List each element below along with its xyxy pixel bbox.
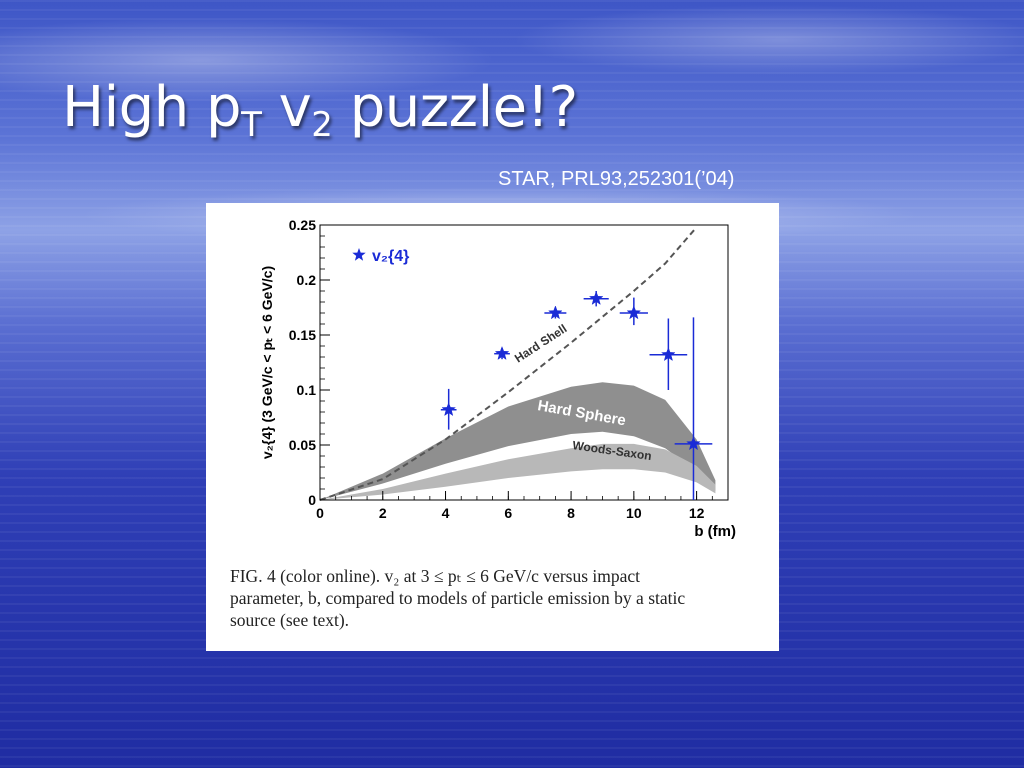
data-point-star — [494, 345, 510, 360]
x-tick-label: 0 — [316, 505, 324, 521]
legend-label: v₂{4} — [372, 248, 409, 265]
model-curves-layer — [319, 226, 698, 501]
citation: STAR, PRL93,252301(’04) — [498, 168, 735, 190]
y-tick-label: 0.15 — [289, 327, 316, 343]
caption-line-2: parameter, b, compared to models of part… — [230, 588, 686, 608]
data-points-layer — [440, 290, 713, 500]
y-tick-label: 0.25 — [289, 217, 316, 233]
data-point-star — [441, 402, 456, 417]
data-point-star — [548, 305, 563, 320]
x-tick-label: 6 — [504, 505, 512, 521]
v2-vs-b-plot: 0 2 4 6 8 10 12 0 0.05 0.1 0.15 0.2 0.25 b (fm) v₂{4}… — [259, 217, 736, 540]
data-point-star — [661, 347, 676, 362]
data-point-star — [686, 436, 701, 451]
y-tick-label: 0.05 — [289, 437, 316, 453]
x-axis-label: b (fm) — [694, 523, 736, 540]
x-tick-label: 2 — [379, 505, 387, 521]
figure-panel: 0 2 4 6 8 10 12 0 0.05 0.1 0.15 0.2 0.25 b (fm) v₂{4}… — [206, 203, 779, 651]
x-tick-label: 10 — [626, 505, 642, 521]
legend-star-icon — [352, 248, 366, 261]
title-subscript-2: 2 — [311, 105, 333, 145]
y-tick-label: 0 — [308, 492, 316, 508]
y-tick-label: 0.1 — [297, 382, 317, 398]
x-tick-label: 4 — [442, 505, 450, 521]
title-end: puzzle!? — [332, 75, 579, 140]
x-tick-label: 12 — [689, 505, 705, 521]
figure-caption: FIG. 4 (color online). v₂ at 3 ≤ pₜ ≤ 6 … — [230, 565, 770, 631]
label-hard-shell: Hard Shell — [512, 321, 569, 365]
x-tick-label: 8 — [567, 505, 575, 521]
y-axis-label: v₂{4} (3 GeV/c < pₜ < 6 GeV/c) — [259, 266, 275, 459]
title-subscript-t: T — [241, 105, 262, 145]
data-point-star — [626, 305, 642, 320]
title-main: High p — [62, 75, 242, 140]
slide-title: High pT v2 puzzle!? — [62, 80, 578, 145]
y-tick-label: 0.2 — [297, 272, 317, 288]
model-curve-hard-shell — [319, 226, 698, 501]
caption-line-3: source (see text). — [230, 610, 350, 630]
model-bands-layer — [320, 382, 716, 500]
model-band-hard-sphere — [320, 382, 716, 500]
model-band-woods-saxon — [320, 443, 716, 500]
title-mid: v — [261, 75, 312, 140]
caption-line-1: FIG. 4 (color online). v₂ at 3 ≤ pₜ ≤ 6 … — [230, 566, 641, 586]
axes-layer: 0 2 4 6 8 10 12 0 0.05 0.1 0.15 0.2 0.25 — [289, 217, 729, 521]
data-point-star — [588, 290, 604, 305]
